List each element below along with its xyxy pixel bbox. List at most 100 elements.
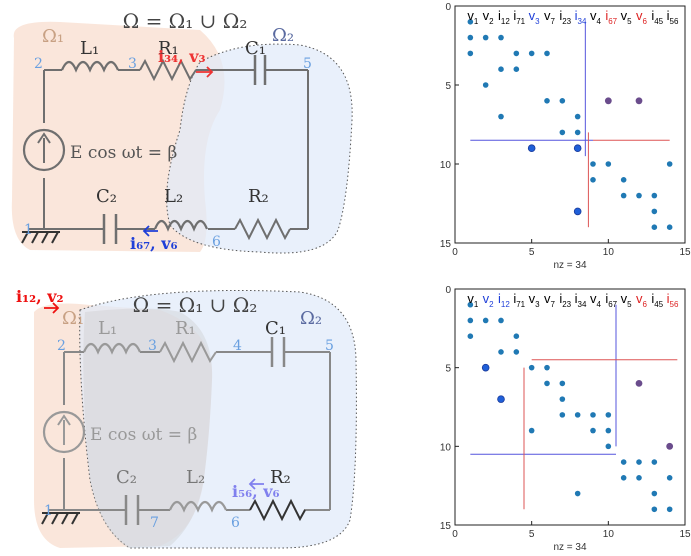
omega2-region	[79, 289, 357, 549]
nonzero-point	[513, 333, 520, 340]
label-R1: R₁	[175, 318, 196, 339]
nonzero-point	[467, 19, 474, 25]
arrow-right-icon	[44, 302, 60, 314]
label-R2: R₂	[248, 186, 269, 207]
nonzero-point	[513, 66, 520, 72]
nonzero-point	[605, 443, 612, 450]
column-label: i34	[575, 291, 587, 309]
omega2-label: Ω₂	[300, 308, 322, 329]
column-label: i12	[498, 291, 510, 309]
column-label: i45	[651, 291, 663, 309]
x-tick-label: 15	[679, 529, 691, 540]
node-label: 5	[325, 338, 334, 354]
x-tick-label: 15	[679, 247, 691, 258]
inductor-L2	[153, 219, 209, 232]
label-R1: R₁	[158, 38, 179, 59]
capacitor-C2	[102, 214, 118, 244]
ground-symbol	[41, 512, 80, 525]
nonzero-point	[467, 50, 474, 57]
nonzero-point	[528, 427, 535, 434]
label-C1: C₁	[245, 38, 266, 59]
label-R2: R₂	[270, 467, 291, 488]
omega2-region	[166, 43, 353, 254]
nonzero-point	[467, 34, 474, 41]
column-label: v7	[544, 8, 556, 26]
nonzero-point	[528, 364, 535, 371]
x-tick-label: 10	[603, 529, 615, 540]
nonzero-point	[467, 317, 474, 324]
cut-label-i67-v6: i₆₇, v₆	[130, 234, 178, 253]
plot-frame	[454, 5, 686, 244]
capacitor-C1	[253, 55, 267, 85]
y-tick-label: 5	[445, 81, 451, 92]
cut-label-i56-v6: i₅₆, v₆	[232, 482, 280, 501]
column-label: v3	[529, 291, 541, 309]
y-tick-label: 10	[440, 160, 452, 171]
omega1-label: Ω₁	[62, 308, 84, 329]
nonzero-point	[651, 208, 658, 215]
nonzero-point	[651, 490, 658, 497]
nonzero-point	[651, 224, 658, 230]
y-tick-label: 10	[440, 442, 452, 453]
column-label: i67	[605, 8, 617, 26]
x-axis-label: nz = 34	[553, 542, 587, 553]
column-label: v6	[636, 8, 648, 26]
nonzero-point	[559, 396, 566, 402]
cut-label-i12-v2: i₁₂, v₂	[16, 287, 64, 306]
node-label: 4	[233, 338, 242, 354]
highlight-point	[573, 144, 582, 153]
x-tick-label: 0	[452, 247, 458, 258]
node-label: 2	[34, 56, 43, 72]
coupling-point	[604, 97, 612, 105]
column-label: i23	[559, 291, 571, 309]
y-tick-label: 15	[440, 239, 452, 250]
circuit-top: Ω = Ω₁ ∪ Ω₂ Ω₁ Ω₂ L₁ R₁ C₁	[11, 9, 353, 254]
column-label: i71	[513, 291, 525, 309]
nonzero-point	[544, 380, 550, 387]
capacitor-C2	[124, 495, 140, 525]
nonzero-point	[574, 412, 581, 418]
nonzero-point	[574, 113, 581, 120]
column-label: v1	[467, 291, 479, 309]
highlight-point	[481, 363, 490, 372]
inductor-L1	[60, 60, 120, 73]
resistor-R2	[249, 498, 306, 522]
label-L2: L₂	[164, 186, 183, 207]
nonzero-point	[636, 192, 642, 199]
wires	[48, 351, 331, 511]
x-tick-label: 0	[452, 529, 458, 540]
nonzero-point	[590, 177, 596, 183]
nonzero-point	[498, 113, 504, 120]
column-label: v5	[621, 8, 633, 26]
nonzero-point	[513, 50, 520, 57]
resistor-R1	[139, 58, 197, 82]
column-label: i56	[667, 8, 679, 26]
column-label: i34	[575, 8, 587, 26]
column-label: i56	[667, 291, 679, 309]
voltage-source	[42, 410, 86, 454]
node-label: 1	[44, 503, 53, 519]
capacitor-C1	[270, 337, 286, 367]
label-C1: C₁	[265, 318, 286, 339]
omega1-label: Ω₁	[42, 26, 64, 47]
nonzero-point	[544, 98, 550, 104]
y-tick-label: 0	[445, 285, 451, 296]
nonzero-point	[498, 349, 504, 355]
nonzero-point	[498, 34, 504, 41]
nonzero-point	[605, 427, 612, 434]
x-tick-label: 10	[603, 247, 615, 258]
label-C2: C₂	[116, 467, 137, 488]
nonzero-point	[559, 380, 566, 387]
x-tick-label: 5	[529, 247, 535, 258]
column-label: i71	[513, 8, 525, 26]
nonzero-point	[467, 333, 474, 340]
nonzero-point	[498, 66, 504, 72]
source-label: E cos ωt = β	[70, 143, 177, 163]
x-tick-label: 5	[529, 529, 535, 540]
label-C2: C₂	[96, 186, 117, 207]
node-label: 7	[150, 515, 159, 531]
column-label: v2	[483, 291, 495, 309]
nonzero-point	[544, 364, 550, 371]
nonzero-point	[528, 50, 535, 57]
cut-label-i34-v3: i₃₄, v₃	[158, 47, 206, 66]
